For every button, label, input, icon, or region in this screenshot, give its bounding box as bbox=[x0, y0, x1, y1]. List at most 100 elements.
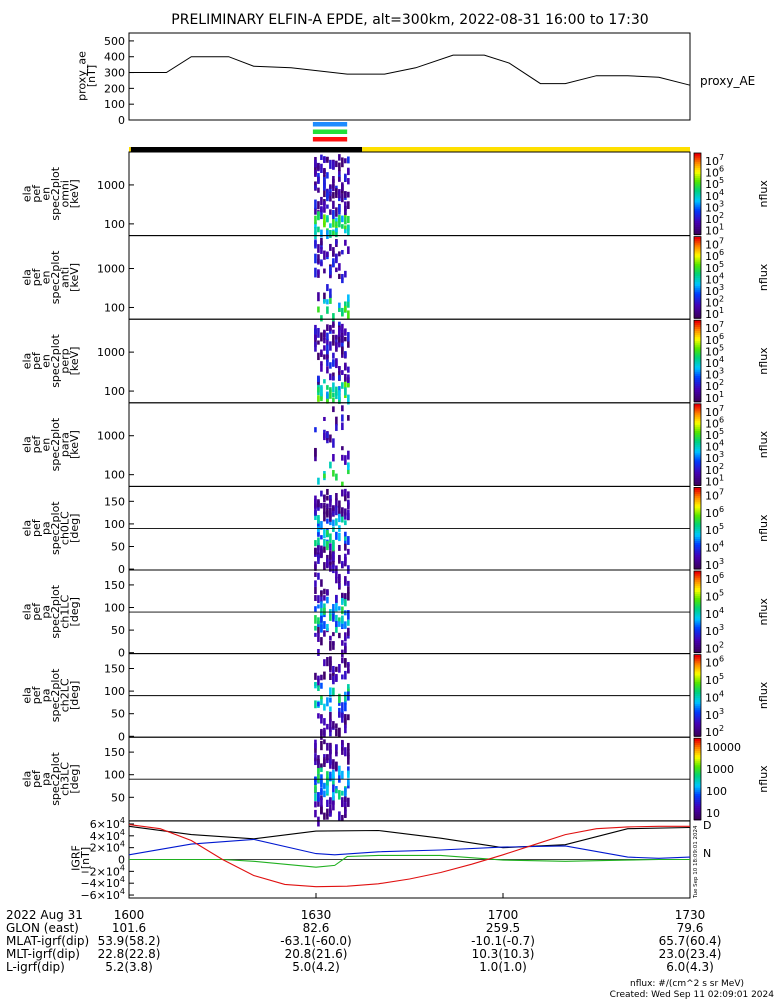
pitch-angle-panel-4-cell bbox=[314, 547, 317, 555]
pitch-angle-panel-7-cell bbox=[347, 770, 350, 778]
energy-panel-1-cell bbox=[344, 239, 347, 246]
energy-panel-2-cell bbox=[338, 366, 341, 373]
pitch-angle-panel-7-colorbar-swatch bbox=[694, 748, 701, 752]
pitch-angle-panel-5-cell bbox=[314, 606, 317, 612]
energy-panel-1-cell bbox=[317, 269, 320, 275]
energy-panel-2-cell bbox=[317, 340, 320, 345]
energy-panel-0-cell bbox=[341, 215, 344, 223]
pitch-angle-panel-7-cell bbox=[329, 771, 332, 781]
pitch-angle-panel-5-cell bbox=[323, 603, 326, 609]
pitch-angle-panel-4-colorbar-swatch bbox=[694, 566, 701, 570]
energy-panel-0-cell bbox=[326, 192, 329, 202]
energy-panel-2-colorbar-swatch bbox=[694, 326, 701, 329]
pitch-angle-panel-7-cell bbox=[314, 809, 317, 818]
energy-panel-0-colorbar-swatch bbox=[694, 226, 701, 230]
pitch-angle-panel-4-colorbar-swatch bbox=[694, 501, 701, 505]
energy-panel-3-colorbar-swatch bbox=[694, 428, 701, 431]
pitch-angle-panel-7-cell bbox=[314, 753, 317, 758]
energy-panel-0-cell bbox=[329, 230, 332, 238]
pitch-angle-panel-6-colorbar-swatch bbox=[694, 689, 701, 692]
energy-panel-3-colorbar-swatch bbox=[694, 438, 701, 442]
pitch-angle-panel-5-colorbar-swatch bbox=[694, 587, 701, 590]
energy-panel-1-cell bbox=[332, 313, 335, 322]
pitch-angle-panel-6-cell bbox=[317, 713, 320, 719]
energy-panel-1-cell bbox=[347, 294, 350, 302]
indicator-bar-0 bbox=[312, 122, 348, 127]
pitch-angle-panel-4-cbar-label: 107 bbox=[705, 487, 724, 502]
energy-panel-0-cell bbox=[344, 206, 347, 216]
energy-panel-0-cell bbox=[314, 226, 317, 235]
pitch-angle-panel-4-colorbar-swatch bbox=[694, 505, 701, 509]
energy-panel-3-colorbar-swatch bbox=[694, 422, 701, 425]
pitch-angle-panel-4-cell bbox=[317, 537, 320, 546]
pitch-angle-panel-7-cell bbox=[347, 766, 350, 775]
pitch-angle-panel-6-colorbar-swatch bbox=[694, 668, 701, 672]
pitch-angle-panel-5-ylabel-line: spec2plot bbox=[49, 584, 62, 638]
pitch-angle-panel-7-colorbar-swatch bbox=[694, 793, 701, 796]
energy-panel-2-colorbar-swatch bbox=[694, 344, 701, 348]
energy-panel-1-cell bbox=[341, 307, 344, 316]
pitch-angle-panel-4-colorbar-swatch bbox=[694, 515, 701, 519]
energy-panel-0-ylabel-line: [keV] bbox=[68, 179, 81, 208]
pitch-angle-panel-4-ylabel-line: ch0LC bbox=[58, 511, 71, 545]
pitch-angle-panel-6-cell bbox=[320, 697, 323, 706]
energy-panel-1-cell bbox=[332, 250, 335, 257]
pitch-angle-panel-4-cbar-label: 106 bbox=[705, 505, 724, 520]
pitch-angle-panel-6-cbar-label: 103 bbox=[705, 707, 724, 722]
energy-panel-3-cell bbox=[314, 447, 317, 457]
energy-panel-2-colorbar-swatch bbox=[694, 324, 701, 327]
energy-panel-3-colorbar-swatch bbox=[694, 411, 701, 415]
table-time: 1730 bbox=[675, 908, 706, 922]
energy-panel-2-cell bbox=[335, 359, 338, 369]
energy-panel-0-colorbar-swatch bbox=[694, 216, 701, 219]
pitch-angle-panel-5-colorbar-frame bbox=[693, 570, 702, 653]
energy-panel-0-cell bbox=[314, 159, 317, 168]
pitch-angle-panel-7-cell bbox=[326, 799, 329, 808]
energy-panel-2-colorbar-swatch bbox=[694, 348, 701, 352]
pitch-angle-panel-5-cell bbox=[320, 615, 323, 623]
pitch-angle-panel-5-ylabel-line: ch1LC bbox=[58, 595, 71, 629]
pitch-angle-panel-4-cell bbox=[323, 539, 326, 547]
pitch-angle-panel-6-colorbar-swatch bbox=[694, 662, 701, 666]
energy-panel-0-cbar-label: 102 bbox=[705, 211, 724, 226]
energy-panel-2-colorbar-swatch bbox=[694, 399, 701, 403]
energy-panel-0-cell bbox=[320, 209, 323, 220]
energy-panel-3-cell bbox=[323, 416, 326, 421]
energy-panel-0-colorbar-swatch bbox=[694, 167, 701, 170]
chart-title: PRELIMINARY ELFIN-A EPDE, alt=300km, 202… bbox=[171, 12, 648, 28]
energy-panel-1-cbar-title: nflux bbox=[757, 263, 770, 291]
energy-panel-0-cell bbox=[323, 201, 326, 210]
energy-panel-2-colorbar-swatch bbox=[694, 379, 701, 382]
energy-panel-1-colorbar-swatch bbox=[694, 273, 701, 276]
energy-panel-0-cell bbox=[335, 160, 338, 168]
pitch-angle-panel-7-colorbar-swatch bbox=[694, 789, 701, 792]
energy-panel-2-cell bbox=[323, 345, 326, 351]
pitch-angle-panel-6-colorbar-swatch bbox=[694, 709, 701, 713]
pitch-angle-panel-4-cell bbox=[317, 515, 320, 524]
energy-panel-2-cell bbox=[326, 338, 329, 346]
energy-panel-1-colorbar-swatch bbox=[694, 257, 701, 260]
igrf-tick-label: −4×104 bbox=[80, 875, 125, 890]
energy-panel-2-cell bbox=[332, 382, 335, 393]
pitch-angle-panel-5-cell bbox=[320, 579, 323, 587]
pitch-angle-panel-7-cell bbox=[317, 816, 320, 827]
pitch-angle-panel-4-cbar-label: 104 bbox=[705, 540, 724, 555]
energy-panel-0-cell bbox=[320, 229, 323, 238]
pitch-angle-panel-7-cell bbox=[320, 797, 323, 807]
energy-panel-2-colorbar-swatch bbox=[694, 342, 701, 346]
pitch-angle-panel-6-colorbar-swatch bbox=[694, 728, 701, 731]
energy-panel-0-ylabel-line: ela bbox=[20, 186, 33, 203]
pitch-angle-panel-4-colorbar-swatch bbox=[694, 534, 701, 537]
pitch-angle-panel-4-colorbar-swatch bbox=[694, 487, 701, 491]
pitch-angle-panel-7-colorbar-swatch bbox=[694, 770, 701, 774]
pitch-angle-panel-7-cell bbox=[320, 740, 323, 751]
pitch-angle-panel-6-cell bbox=[341, 674, 344, 680]
energy-panel-2-colorbar-swatch bbox=[694, 320, 701, 323]
pitch-angle-panel-6-colorbar-swatch bbox=[694, 734, 701, 737]
energy-panel-3-colorbar-swatch bbox=[694, 450, 701, 454]
energy-panel-2-cell bbox=[344, 377, 347, 382]
energy-panel-0-cell bbox=[317, 163, 320, 170]
